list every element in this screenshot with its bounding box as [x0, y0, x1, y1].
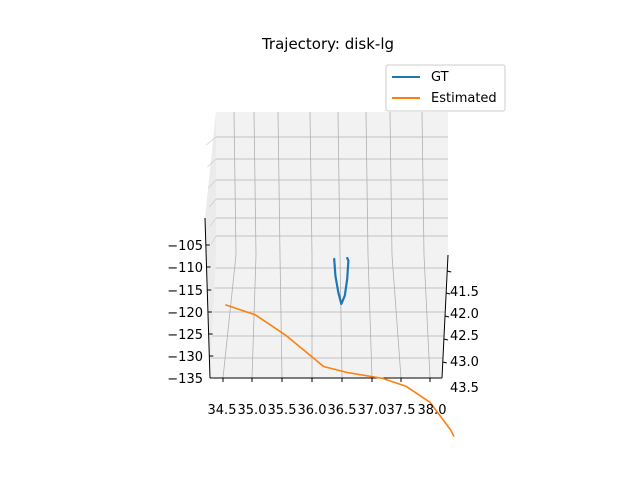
- tick-labels: 34.5 35.0 35.5 36.0 36.5 37.0 37.5 38.0 41.5 42.0…: [167, 239, 479, 418]
- x-grid-wall: [389, 111, 393, 256]
- y-tick-label: 43.5: [450, 381, 479, 396]
- z-tick-label: −130: [167, 350, 203, 365]
- x-grid-wall: [365, 111, 369, 256]
- floor-pane: [210, 255, 448, 378]
- y-tick-mark: [443, 338, 449, 341]
- x-tick-label: 34.5: [208, 403, 237, 418]
- x-grid-floor: [279, 254, 283, 379]
- legend-label-estimated: Estimated: [431, 91, 497, 106]
- x-grid-floor: [222, 254, 237, 379]
- z-grid-side: [207, 158, 217, 168]
- y-tick-label: 43.0: [450, 355, 479, 370]
- z-grid-side: [209, 198, 217, 208]
- z-grid-side: [206, 136, 217, 146]
- x-tick-label: 35.5: [268, 403, 297, 418]
- y-tick-label: 42.5: [450, 329, 479, 344]
- x-tick-label: 37.5: [387, 403, 416, 418]
- z-tick-label: −115: [167, 284, 203, 299]
- y-tick-label: 42.0: [450, 307, 479, 322]
- side-pane: [205, 112, 216, 378]
- x-grid-floor: [391, 254, 402, 379]
- x-tick-label: 37.0: [358, 403, 387, 418]
- series-group: [225, 256, 455, 437]
- x-grid-floor: [339, 254, 343, 379]
- chart-title: Trajectory: disk-lg: [261, 35, 394, 53]
- series-line-estimated: [225, 304, 455, 437]
- z-tick-label: −125: [167, 328, 203, 343]
- y-tick-label: 41.5: [450, 285, 479, 300]
- legend: GT Estimated: [385, 64, 506, 112]
- x-grid-wall: [233, 111, 237, 256]
- x-grid-wall: [309, 111, 313, 256]
- z-tick-label: −135: [167, 372, 203, 387]
- x-tick-label: 35.0: [238, 403, 267, 418]
- x-grid-wall: [337, 111, 341, 256]
- y-tick-mark: [447, 270, 452, 273]
- series-line-gt: [333, 256, 350, 306]
- y-tick-mark: [444, 315, 450, 318]
- axes: [204, 217, 452, 382]
- z-grid-side: [210, 235, 217, 245]
- x-tick-label: 36.5: [328, 403, 357, 418]
- legend-label-gt: GT: [431, 70, 449, 85]
- y-tick-mark: [446, 292, 451, 295]
- y-tick-mark: [442, 361, 447, 364]
- x-grid-wall: [277, 111, 281, 256]
- x-grid-wall: [253, 111, 257, 256]
- z-axis-line: [204, 217, 211, 379]
- x-tick-label: 36.0: [298, 403, 327, 418]
- x-grid-floor: [251, 254, 257, 379]
- x-grid-wall: [421, 111, 425, 256]
- grid-lines: [206, 111, 448, 379]
- z-tick-label: −105: [167, 239, 203, 254]
- x-grid-floor: [423, 254, 431, 379]
- z-grid-side: [210, 217, 217, 227]
- x-tick-label: 38.0: [418, 403, 447, 418]
- x-grid-floor: [367, 254, 373, 379]
- back-pane: [216, 112, 448, 255]
- z-tick-label: −110: [167, 261, 203, 276]
- z-tick-label: −120: [167, 306, 203, 321]
- z-grid-side: [208, 179, 217, 189]
